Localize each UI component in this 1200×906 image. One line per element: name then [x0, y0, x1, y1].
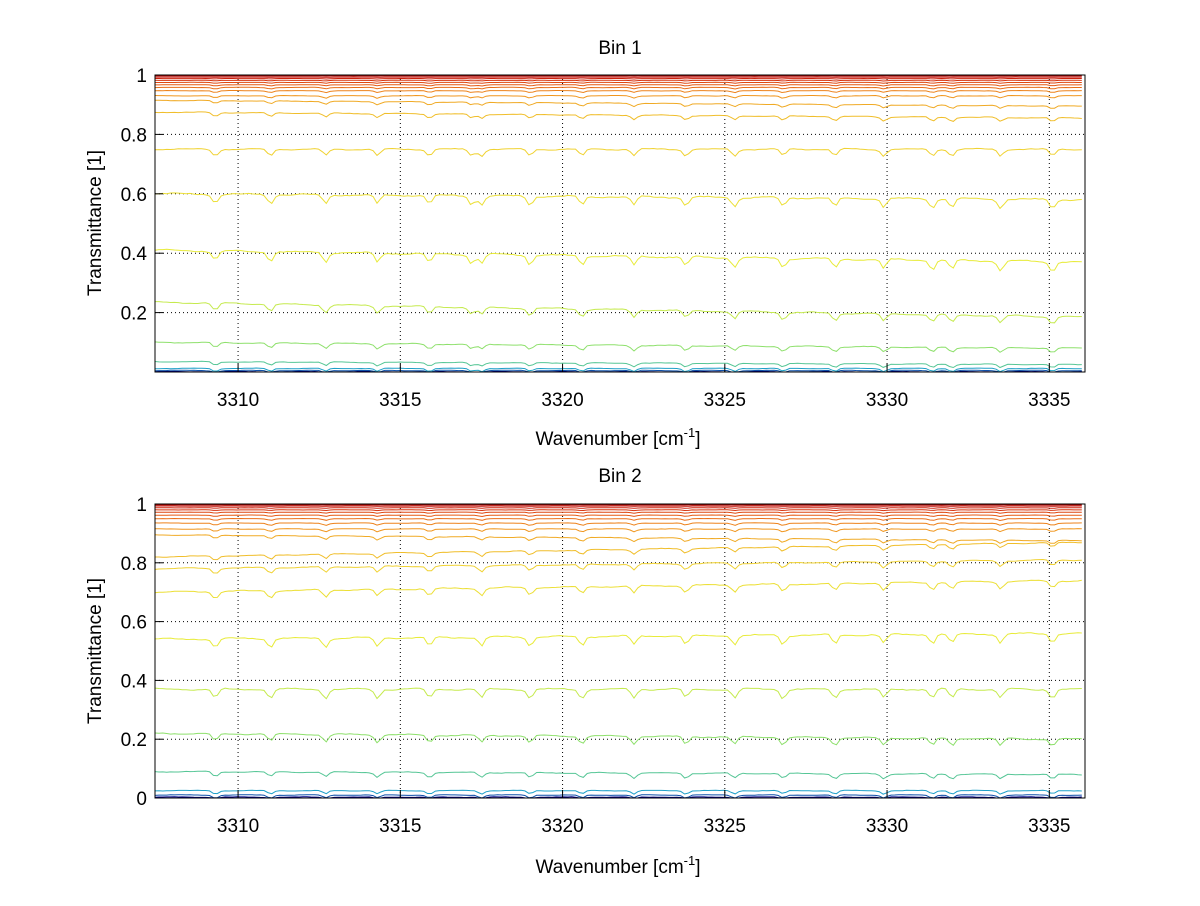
title-bin-2: Bin 2 [598, 466, 641, 487]
y-tick-label: 0.6 [121, 185, 147, 206]
ylabel-bin-1: Transmittance [1] [85, 150, 106, 296]
x-tick-label: 3320 [541, 816, 583, 837]
y-tick-label: 0.2 [121, 304, 147, 325]
title-bin-1: Bin 1 [598, 38, 641, 59]
y-tick-label: 0 [136, 789, 147, 810]
x-tick-label: 3310 [217, 816, 259, 837]
x-tick-label: 3335 [1028, 816, 1070, 837]
x-tick-label: 3325 [704, 816, 746, 837]
y-tick-label: 0.4 [121, 671, 148, 692]
series-line [155, 79, 1082, 80]
xlabel-bin-2: Wavenumber [cm-1] [535, 853, 700, 878]
y-tick-label: 0.4 [121, 244, 148, 265]
x-tick-label: 3310 [217, 390, 259, 411]
x-tick-label: 3320 [541, 390, 583, 411]
xlabel-bin-1: Wavenumber [cm-1] [535, 425, 700, 450]
plot-area [155, 75, 1085, 372]
ylabel-bin-2: Transmittance [1] [85, 578, 106, 724]
axes-bin-2: Bin 2 Transmittance [1] Wavenumber [cm-1… [85, 466, 1085, 878]
x-tick-label: 3325 [704, 390, 746, 411]
axes-bin-1: Bin 1 Transmittance [1] Wavenumber [cm-1… [85, 38, 1085, 450]
series-line [155, 508, 1082, 509]
y-tick-label: 0.8 [121, 554, 147, 575]
plot-area [155, 504, 1085, 798]
x-tick-label: 3330 [866, 816, 908, 837]
x-tick-label: 3315 [379, 816, 421, 837]
x-tick-label: 3315 [379, 390, 421, 411]
y-tick-label: 1 [136, 66, 147, 87]
y-tick-label: 1 [136, 495, 147, 516]
y-tick-label: 0.2 [121, 730, 147, 751]
y-tick-label: 0.8 [121, 125, 147, 146]
y-tick-label: 0.6 [121, 613, 147, 634]
x-tick-label: 3335 [1028, 390, 1070, 411]
x-tick-label: 3330 [866, 390, 908, 411]
